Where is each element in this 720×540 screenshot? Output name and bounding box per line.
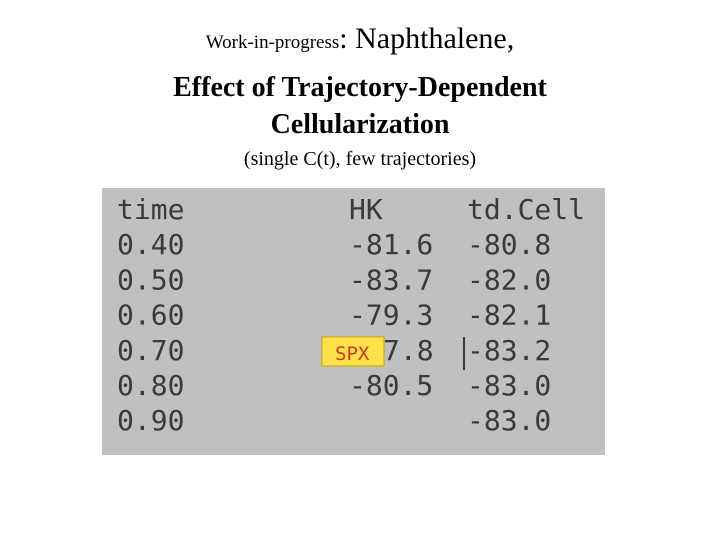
subtitle: (single C(t), few trajectories) xyxy=(243,148,477,170)
table-cell: 7.8 xyxy=(383,334,434,367)
column-header: td.Cell xyxy=(467,193,585,226)
table-cell: -83.7 xyxy=(349,263,433,296)
table-cell: 0.90 xyxy=(117,404,184,437)
overlay-box xyxy=(321,336,385,367)
header-prefix: Work-in-progress xyxy=(205,32,340,53)
table-cell: -83.2 xyxy=(467,334,551,367)
header-subject: Naphthalene, xyxy=(355,22,515,55)
table-cell: 0.40 xyxy=(117,228,184,261)
table-cell: -79.3 xyxy=(349,299,433,332)
overlay-label: SPX xyxy=(335,343,370,365)
table-cell: -82.0 xyxy=(467,263,551,296)
header-line: Work-in-progress: Naphthalene, xyxy=(0,22,720,56)
table-cell: -83.0 xyxy=(467,404,551,437)
table-cell: 0.60 xyxy=(117,299,184,332)
table-cell: -82.1 xyxy=(467,299,551,332)
title: Cellularization xyxy=(270,109,450,140)
table-cell: 0.80 xyxy=(117,369,184,402)
column-header: HK xyxy=(349,193,383,226)
table-cell: -80.8 xyxy=(467,228,551,261)
column-header: time xyxy=(117,193,184,226)
table-cell: -81.6 xyxy=(349,228,433,261)
table-cell: 0.70 xyxy=(117,334,184,367)
table-cell: 0.50 xyxy=(117,263,184,296)
table-cell: -83.0 xyxy=(467,369,551,402)
table-background xyxy=(102,188,605,455)
title: Effect of Trajectory-Dependent xyxy=(173,72,547,103)
table-cell: -80.5 xyxy=(349,369,433,402)
header-colon: : xyxy=(339,22,348,55)
